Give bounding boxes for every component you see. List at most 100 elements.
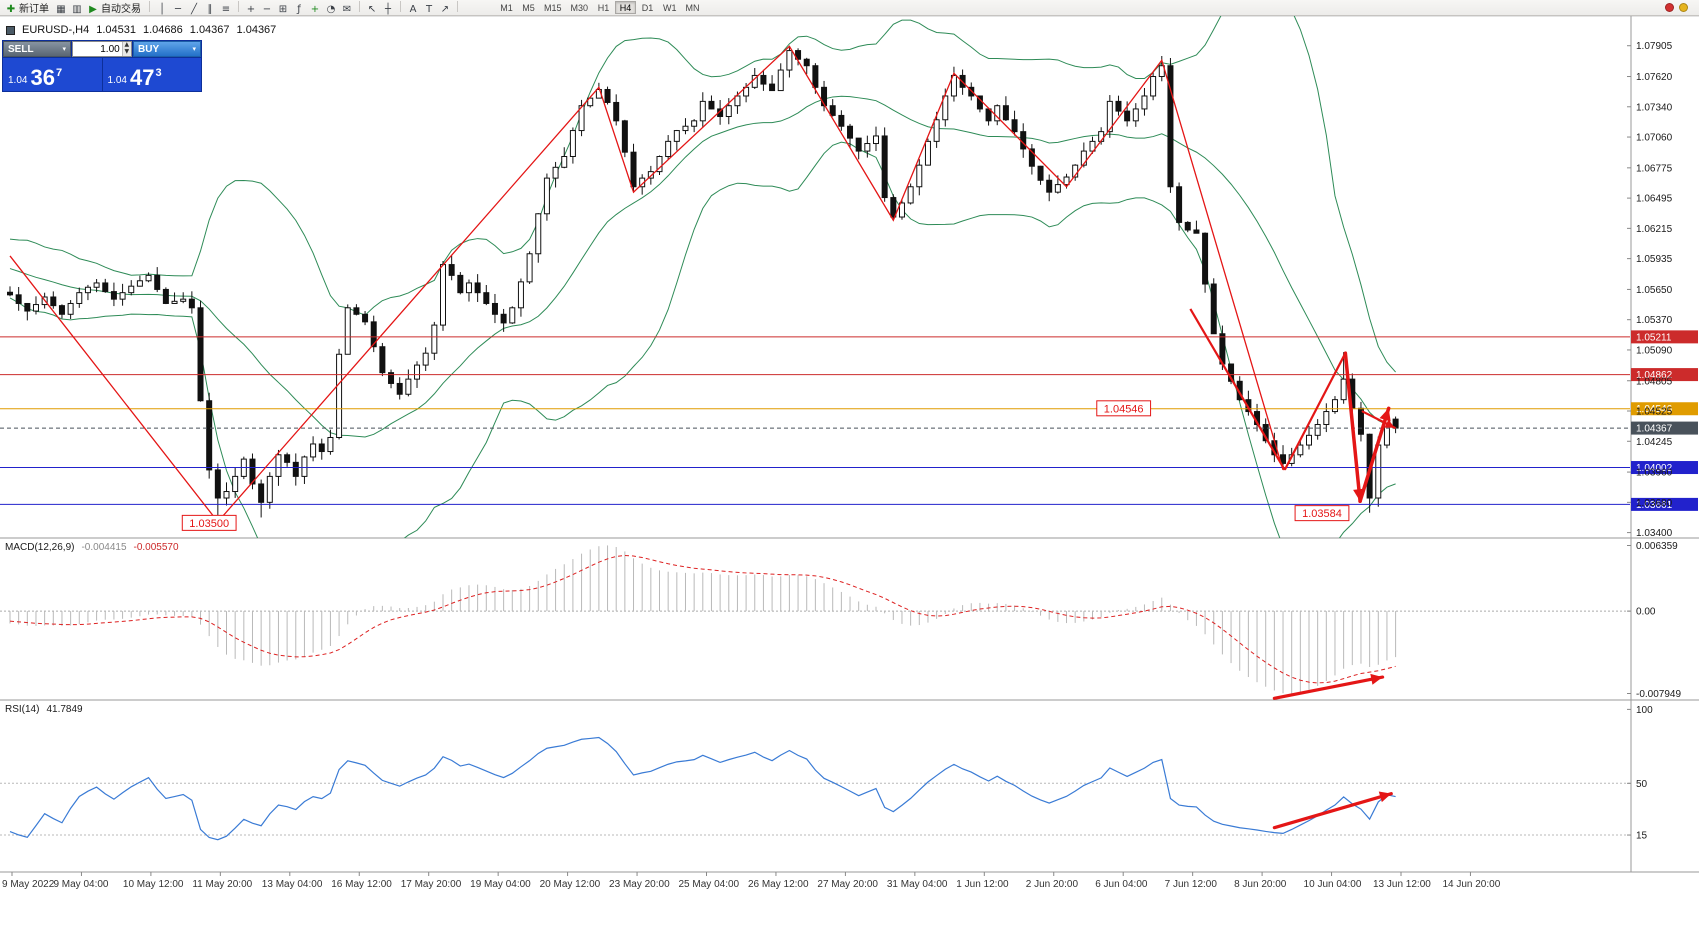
svg-text:1.03584: 1.03584 [1302,508,1342,520]
new-order-icon[interactable]: ✚ [6,3,16,15]
svg-text:13 May 04:00: 13 May 04:00 [262,879,323,890]
news-status-icon[interactable] [1679,3,1688,12]
timeframe-m30[interactable]: M30 [567,1,593,14]
fibonacci-retracement-icon[interactable]: ≡ [221,3,231,15]
svg-text:10 Jun 04:00: 10 Jun 04:00 [1304,879,1362,890]
trendline-icon[interactable]: ╱ [190,3,198,15]
zigzag-line [9,45,1347,523]
periods-icon[interactable]: ◔ [326,3,336,15]
svg-text:15: 15 [1636,831,1648,842]
buy-button[interactable]: BUY ▾ [133,41,201,57]
svg-text:1.06495: 1.06495 [1636,194,1673,205]
sell-button[interactable]: SELL ▾ [3,41,71,57]
timeframe-w1[interactable]: W1 [659,1,681,14]
volume-decrease-button[interactable]: ▼ [122,48,131,56]
chart-annotation-label[interactable]: 1.03500 [181,514,237,531]
bar-open-value: 1.04531 [96,24,136,36]
svg-text:7 Jun 12:00: 7 Jun 12:00 [1165,879,1218,890]
volume-spinner: ▲ ▼ [121,41,131,56]
toolbar-status-icons [1665,3,1696,12]
cursor-icon[interactable]: ↖ [367,3,377,15]
tile-windows-icon[interactable]: ⊞ [278,3,288,15]
zoom-in-icon[interactable]: + [246,3,256,15]
sell-price-pipette: 7 [55,67,63,79]
timeframe-mn[interactable]: MN [682,1,704,14]
timeframe-h4[interactable]: H4 [615,1,637,14]
svg-text:13 Jun 12:00: 13 Jun 12:00 [1373,879,1431,890]
sell-caret-icon: ▾ [62,45,66,53]
rsi-arrow [1272,791,1393,830]
timeframe-h1[interactable]: H1 [593,1,614,14]
svg-text:1.04862: 1.04862 [1636,370,1673,381]
svg-text:1 Jun 12:00: 1 Jun 12:00 [956,879,1009,890]
time-axis: 9 May 2022 9 May 04:00 10 May 12:00 11 May … [2,872,1501,890]
svg-text:1.05370: 1.05370 [1636,315,1673,326]
timeframe-m15[interactable]: M15 [540,1,566,14]
svg-text:8 Jun 20:00: 8 Jun 20:00 [1234,879,1287,890]
toolbar-separator [400,0,401,12]
chart-annotation-label[interactable]: 1.04546 [1096,400,1152,417]
svg-text:0.00: 0.00 [1636,607,1656,618]
rsi-name: RSI(14) [5,704,40,715]
price-tag: 1.03661 [1631,497,1698,511]
price-tag: 1.04862 [1631,368,1698,382]
rsi-axis: 100 50 15 [1627,705,1653,842]
timeframe-m1[interactable]: M1 [496,1,517,14]
svg-text:1.03661: 1.03661 [1636,500,1673,511]
svg-text:19 May 04:00: 19 May 04:00 [470,879,531,890]
svg-text:50: 50 [1636,779,1648,790]
toolbar-separator [359,0,360,12]
charts-window-icon[interactable]: ▦ [56,3,66,15]
toolbar-separator [149,0,150,12]
autotrading-icon[interactable]: ▶ [89,3,97,15]
chart-annotation-labels: 1.03500 1.04546 1.03584 [181,400,1350,531]
buy-price-pipette: 3 [155,67,162,79]
svg-text:1.05650: 1.05650 [1636,285,1673,296]
mail-icon[interactable]: ✉ [342,3,352,15]
svg-text:1.07340: 1.07340 [1636,102,1673,113]
svg-text:31 May 04:00: 31 May 04:00 [887,879,948,890]
svg-text:20 May 12:00: 20 May 12:00 [540,879,601,890]
new-order-icon-label[interactable]: 新订单 [19,3,49,15]
svg-text:1.04546: 1.04546 [1636,404,1673,415]
svg-text:1.05935: 1.05935 [1636,254,1673,265]
buy-button-label: BUY [138,43,160,55]
zoom-out-icon[interactable]: − [262,3,272,15]
volume-input[interactable] [73,42,122,56]
svg-text:1.04002: 1.04002 [1636,463,1673,474]
arrow-tools-icon[interactable]: ↗ [440,3,450,15]
buy-price-big: 47 [129,65,155,90]
toolbar-separator [457,0,458,12]
sell-price-display[interactable]: 1.04 36 7 [3,58,102,91]
svg-text:11 May 20:00: 11 May 20:00 [192,879,252,890]
svg-text:1.07060: 1.07060 [1636,133,1673,144]
svg-text:1.03400: 1.03400 [1636,528,1673,539]
vertical-line-icon[interactable]: │ [158,3,166,15]
alert-status-icon[interactable] [1665,3,1674,12]
svg-text:1.04245: 1.04245 [1636,437,1673,448]
horizontal-line-icon[interactable]: ─ [174,3,182,15]
timeframe-m5[interactable]: M5 [518,1,539,14]
buy-price-display[interactable]: 1.04 47 3 [102,58,201,91]
text-icon[interactable]: A [409,3,417,15]
chart-annotation-label[interactable]: 1.03584 [1294,505,1350,522]
macd-main-value: -0.004415 [81,542,127,553]
svg-text:14 Jun 20:00: 14 Jun 20:00 [1442,879,1500,890]
equidistant-channel-icon[interactable]: ∥ [207,3,213,15]
rsi-plot [0,736,1630,841]
add-indicator-icon[interactable]: + [310,3,320,15]
indicators-list-icon[interactable]: ƒ [297,3,301,15]
main-toolbar: ✚ 新订单 ▦ ▥ ▶ 自动交易 │ ─ ╱ ∥ ≡ + − ⊞ ƒ + ◔ ✉ ↖ ┼ A T ↗ M1 M5 M15 M30 H… [0,0,1699,16]
svg-text:100: 100 [1636,705,1653,716]
svg-text:26 May 12:00: 26 May 12:00 [748,879,809,890]
timeframe-d1[interactable]: D1 [637,1,658,14]
crosshair-icon[interactable]: ┼ [384,3,392,15]
autotrading-icon-label[interactable]: 自动交易 [101,3,141,15]
profiles-icon[interactable]: ▥ [72,3,82,15]
price-tags: 1.05211 1.04862 1.04546 1.04367 1.04002 1.036… [1631,330,1698,511]
macd-name: MACD(12,26,9) [5,542,75,553]
volume-increase-button[interactable]: ▲ [122,41,131,49]
chart-symbol-header: EURUSD-,H4 1.04531 1.04686 1.04367 1.043… [6,24,276,36]
text-label-icon[interactable]: T [425,3,433,15]
